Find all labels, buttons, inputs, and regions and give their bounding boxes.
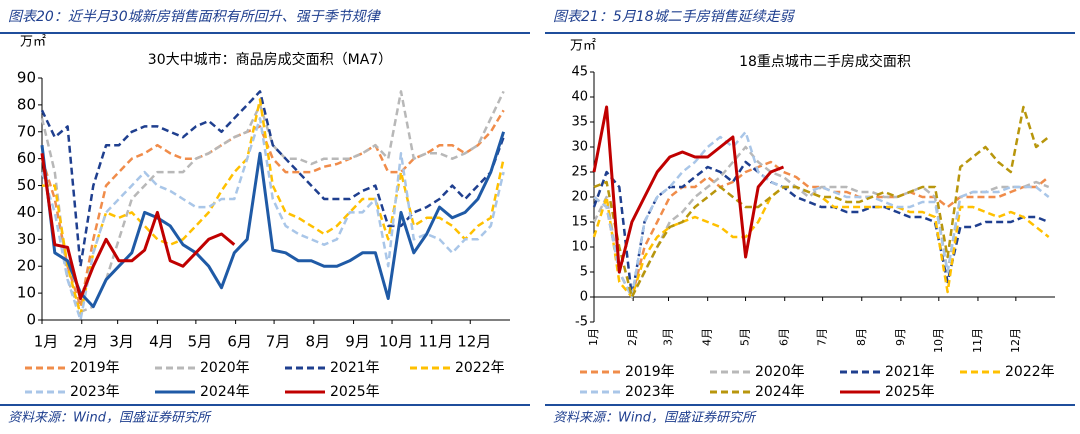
unit-label: 万㎡ xyxy=(570,39,596,54)
x-tick-label: 2月 xyxy=(73,333,98,351)
x-tick-label: 11月 xyxy=(419,333,453,351)
legend-label: 2024年 xyxy=(755,384,805,400)
x-tick-label: 9月 xyxy=(894,328,907,346)
x-tick-label: 2月 xyxy=(626,328,639,346)
x-tick-label: 4月 xyxy=(701,328,714,346)
series-line xyxy=(40,131,506,309)
y-tick-label: 10 xyxy=(571,240,588,255)
legend-label: 2020年 xyxy=(200,360,250,376)
series-line xyxy=(42,98,505,316)
y-tick-label: 80 xyxy=(17,95,36,113)
series-line xyxy=(593,160,1050,299)
series-line xyxy=(592,160,1050,299)
y-tick-label: 40 xyxy=(571,90,588,105)
series-line xyxy=(592,105,785,274)
y-tick-label: -5 xyxy=(575,315,588,330)
series-line xyxy=(592,145,1050,299)
x-tick-label: 8月 xyxy=(306,333,331,351)
y-tick-label: 90 xyxy=(17,69,36,87)
chart-title: 18重点城市二手房成交面积 xyxy=(739,53,911,70)
unit-label: 万㎡ xyxy=(20,35,46,50)
x-tick-label: 10月 xyxy=(379,333,413,351)
x-tick-label: 12月 xyxy=(457,333,491,351)
legend-label: 2020年 xyxy=(755,364,805,380)
series-line xyxy=(592,185,1050,299)
x-tick-label: 11月 xyxy=(971,328,984,353)
y-tick-label: 5 xyxy=(580,265,588,280)
x-tick-label: 3月 xyxy=(109,333,134,351)
x-tick-label: 1月 xyxy=(587,328,600,346)
series-line xyxy=(593,130,1050,299)
y-tick-label: 0 xyxy=(580,290,588,305)
legend-label: 2019年 xyxy=(70,360,120,376)
y-tick-label: 45 xyxy=(571,65,588,80)
series-line xyxy=(40,90,505,268)
y-tick-label: 25 xyxy=(571,165,588,180)
y-tick-label: 35 xyxy=(571,115,588,130)
series-line xyxy=(40,117,505,322)
x-tick-label: 7月 xyxy=(816,328,829,346)
panel-header: 图表21：5月18城二手房销售延续走弱 xyxy=(553,9,796,25)
y-tick-label: 50 xyxy=(17,176,36,194)
x-tick-label: 1月 xyxy=(34,333,59,351)
series-line xyxy=(40,153,236,300)
x-tick-label: 5月 xyxy=(739,328,752,346)
y-tick-label: 40 xyxy=(17,203,36,221)
y-tick-label: 60 xyxy=(17,149,36,167)
x-tick-label: 8月 xyxy=(855,328,868,346)
series-line xyxy=(593,105,1050,299)
y-tick-label: 70 xyxy=(17,122,36,140)
x-tick-label: 10月 xyxy=(932,328,945,353)
legend-label: 2019年 xyxy=(625,364,675,380)
y-tick-label: 15 xyxy=(571,215,588,230)
y-tick-label: 0 xyxy=(26,311,36,329)
y-tick-label: 30 xyxy=(571,140,588,155)
panel-header: 图表20：近半月30城新房销售面积有所回升、强于季节规律 xyxy=(8,9,382,25)
legend-label: 2024年 xyxy=(200,384,250,400)
x-tick-label: 9月 xyxy=(345,333,370,351)
y-tick-label: 10 xyxy=(17,284,36,302)
legend-label: 2025年 xyxy=(885,384,935,400)
y-tick-label: 20 xyxy=(571,190,588,205)
legend-label: 2021年 xyxy=(885,364,935,380)
x-tick-label: 12月 xyxy=(1009,328,1022,353)
chart-title: 30大中城市：商品房成交面积（MA7） xyxy=(148,51,392,68)
y-tick-label: 30 xyxy=(17,230,36,248)
x-tick-label: 3月 xyxy=(662,328,675,346)
x-tick-label: 6月 xyxy=(778,328,791,346)
legend-label: 2023年 xyxy=(70,384,120,400)
source: 资料来源：Wind，国盛证券研究所 xyxy=(553,410,757,426)
legend-label: 2022年 xyxy=(1005,364,1055,380)
legend-label: 2022年 xyxy=(455,360,505,376)
x-tick-label: 4月 xyxy=(149,333,174,351)
y-tick-label: 20 xyxy=(17,257,36,275)
x-tick-label: 7月 xyxy=(266,333,291,351)
x-tick-label: 5月 xyxy=(188,333,213,351)
x-tick-label: 6月 xyxy=(227,333,252,351)
legend-label: 2021年 xyxy=(330,360,380,376)
source: 资料来源：Wind，国盛证券研究所 xyxy=(8,410,212,426)
legend-label: 2023年 xyxy=(625,384,675,400)
legend-label: 2025年 xyxy=(330,384,380,400)
